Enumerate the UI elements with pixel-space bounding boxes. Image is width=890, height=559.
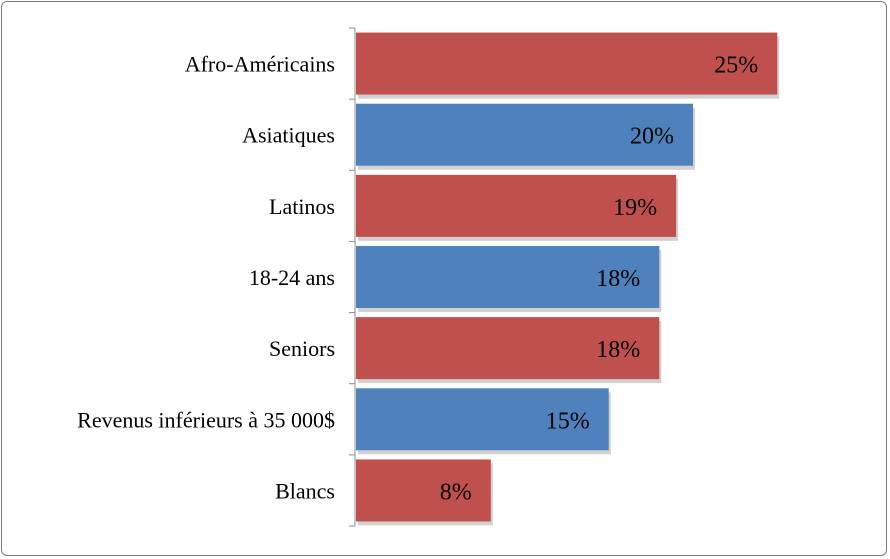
- bar-5: [356, 317, 660, 380]
- value-label: 19%: [613, 195, 657, 221]
- category-label: Seniors: [269, 336, 335, 361]
- category-label: Revenus inférieurs à 35 000$: [77, 407, 335, 432]
- value-label: 18%: [596, 266, 640, 292]
- value-label: 8%: [440, 479, 472, 505]
- value-label: 25%: [714, 53, 758, 79]
- value-label: 15%: [546, 408, 590, 434]
- category-label: Afro-Américains: [185, 52, 335, 77]
- value-label: 20%: [630, 124, 674, 150]
- bar-6: [356, 388, 609, 451]
- bar-7: [356, 459, 491, 522]
- bar-1: [356, 32, 778, 95]
- bar-3: [356, 174, 677, 237]
- bar-2: [356, 103, 693, 166]
- category-label: Blancs: [275, 478, 335, 503]
- value-label: 18%: [596, 337, 640, 363]
- category-label: 18-24 ans: [249, 265, 335, 290]
- bar-4: [356, 246, 660, 308]
- category-label: Latinos: [269, 194, 335, 219]
- category-label: Asiatiques: [242, 123, 335, 148]
